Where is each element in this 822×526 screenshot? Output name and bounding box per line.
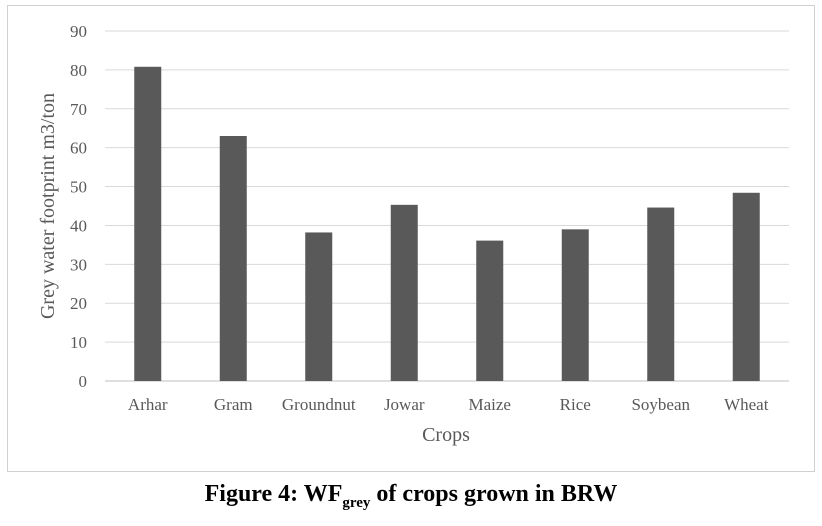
caption-subscript: grey bbox=[342, 494, 371, 511]
x-axis-title: Crops bbox=[422, 424, 470, 446]
bar-chart: 0 10 20 30 40 50 60 70 80 90 Arhar Gram Groundnut Jo… bbox=[37, 22, 789, 446]
y-tick-label: 40 bbox=[70, 216, 87, 235]
bar-rice bbox=[561, 229, 589, 381]
bar-jowar bbox=[390, 204, 418, 381]
y-tick-label: 20 bbox=[70, 294, 87, 313]
bar-soybean bbox=[647, 207, 675, 381]
bar-arhar bbox=[134, 66, 162, 382]
y-tick-label: 10 bbox=[70, 333, 87, 352]
gridlines bbox=[105, 30, 789, 382]
bar-groundnut bbox=[305, 232, 333, 381]
y-tick-label: 0 bbox=[79, 372, 88, 391]
caption-prefix: Figure 4: WF bbox=[204, 481, 343, 507]
x-tick-labels: Arhar Gram Groundnut Jowar Maize Rice Soybean W… bbox=[128, 395, 769, 414]
x-tick-label: Wheat bbox=[724, 395, 769, 414]
y-tick-label: 30 bbox=[70, 255, 87, 274]
x-tick-label: Soybean bbox=[631, 395, 690, 414]
x-tick-label: Gram bbox=[214, 395, 253, 414]
bar-gram bbox=[219, 136, 247, 381]
y-tick-label: 50 bbox=[70, 178, 87, 197]
figure-caption: Figure 4: WFgrey of crops grown in BRW bbox=[0, 481, 822, 512]
y-tick-label: 70 bbox=[70, 100, 87, 119]
x-tick-label: Maize bbox=[469, 395, 511, 414]
caption-suffix: of crops grown in BRW bbox=[370, 481, 618, 507]
y-tick-labels: 0 10 20 30 40 50 60 70 80 90 bbox=[70, 22, 87, 391]
x-tick-label: Rice bbox=[560, 395, 591, 414]
y-tick-label: 60 bbox=[70, 139, 87, 158]
bar-wheat bbox=[732, 192, 760, 381]
x-tick-label: Groundnut bbox=[282, 395, 356, 414]
y-tick-label: 80 bbox=[70, 61, 87, 80]
y-axis-title: Grey water footprint m3/ton bbox=[37, 93, 59, 319]
bars bbox=[134, 66, 760, 382]
x-tick-label: Jowar bbox=[384, 395, 425, 414]
x-tick-label: Arhar bbox=[128, 395, 168, 414]
y-tick-label: 90 bbox=[70, 22, 87, 41]
bar-maize bbox=[476, 240, 504, 381]
